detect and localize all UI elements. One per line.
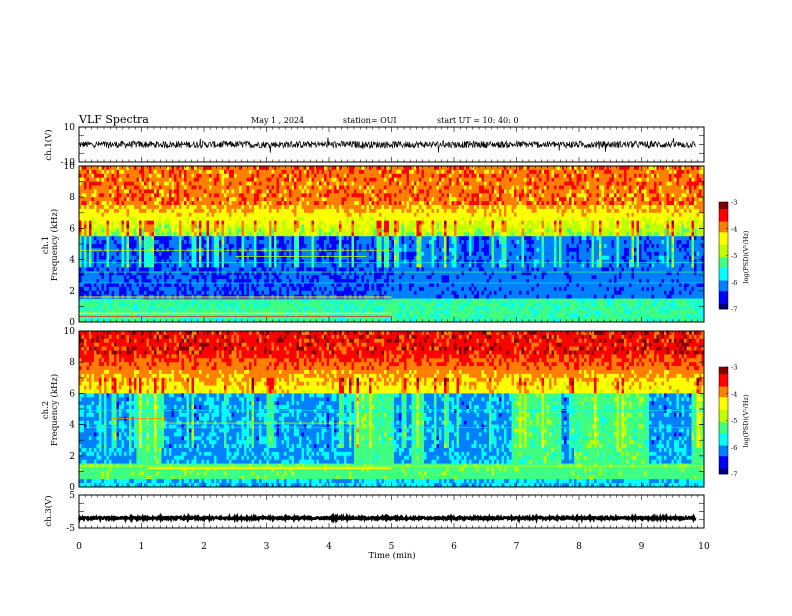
ch3v-signal-trace	[79, 517, 695, 519]
ch1v-signal-trace	[79, 137, 695, 152]
x-tick-label: 8	[576, 542, 582, 552]
ch1spec-ytick-label: 10	[64, 162, 76, 172]
ch2-colorbar: -3 -4 -5 -6 -7	[719, 364, 737, 479]
colorbar-tick-label: -4	[731, 225, 737, 233]
x-tick-label: 9	[639, 542, 645, 552]
colorbar-tick-label: -4	[731, 390, 737, 398]
ch3v-ytick-label: 5	[69, 491, 75, 501]
ch2-colorbar-label: log(PSD)(V²/Hz)	[742, 394, 750, 447]
ch2spec-cells	[79, 331, 704, 487]
ch1spec-ytick-label: 8	[69, 193, 75, 203]
x-tick-label: 10	[698, 542, 710, 552]
ch2spec-ytick-label: 6	[69, 389, 75, 399]
x-tick-label: 6	[451, 542, 457, 552]
ch3-voltage-ylabel: ch.3(V)	[43, 495, 54, 526]
ch1spec-ytick-label: 2	[69, 287, 75, 297]
x-tick-label: 3	[264, 542, 270, 552]
colorbar-tick-label: -6	[731, 279, 737, 287]
ch1-colorbar: -3 -4 -5 -6 -7	[719, 199, 737, 314]
colorbar-tick-label: -7	[731, 306, 737, 314]
colorbar-tick-label: -7	[731, 471, 737, 479]
ch1-colorbar-label: log(PSD)(V²/Hz)	[742, 230, 750, 283]
x-axis-label: Time (min)	[368, 550, 415, 561]
ch3v-ytick-label: -5	[66, 524, 75, 534]
start-time-label: start UT = 10: 40: 0	[437, 116, 518, 125]
date-label: May 1 , 2024	[251, 116, 304, 125]
station-label: station= OUI	[343, 116, 397, 125]
colorbar-tick-label: -5	[731, 417, 737, 425]
colorbar-tick-label: -3	[731, 364, 737, 372]
ch2spec-ytick-label: 10	[64, 327, 76, 337]
x-tick-label: 1	[139, 542, 145, 552]
ch2spec-ytick-label: 2	[69, 452, 75, 462]
ch2-channel-ylabel: ch.2	[41, 401, 51, 419]
ch1-voltage-panel: 10-10	[61, 123, 705, 168]
ch1v-ytick-label: 10	[64, 123, 76, 133]
x-tick-label: 0	[76, 542, 82, 552]
x-tick-label: 7	[514, 542, 520, 552]
ch1spec-ytick-label: 4	[69, 256, 75, 266]
colorbar-tick-label: -3	[731, 199, 737, 207]
ch1-channel-ylabel: ch.1	[41, 236, 51, 254]
colorbar-tick-label: -6	[731, 444, 737, 452]
ch3-voltage-panel: 5 -5	[66, 491, 704, 534]
figure-title: VLF Spectra	[78, 113, 149, 126]
x-tick-label: 2	[201, 542, 207, 552]
colorbar-tick-label: -5	[731, 252, 737, 260]
ch2spec-ytick-label: 8	[69, 358, 75, 368]
ch1spec-ytick-label: 6	[69, 224, 75, 234]
x-tick-label: 4	[326, 542, 332, 552]
ch1-voltage-ylabel: ch.1(V)	[43, 129, 54, 160]
ch2spec-ytick-label: 4	[69, 421, 75, 431]
